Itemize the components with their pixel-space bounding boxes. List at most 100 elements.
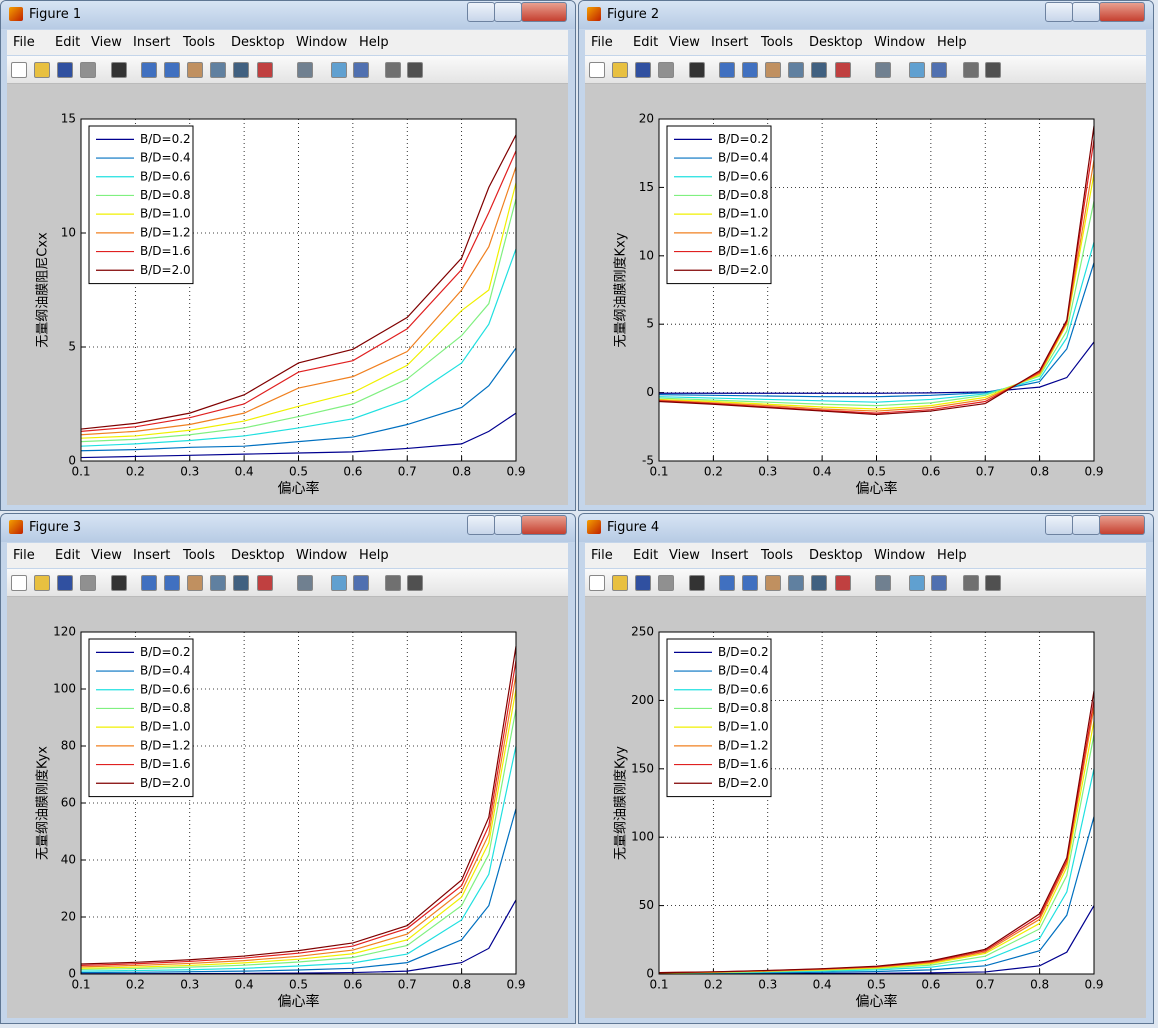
tool-button[interactable] (233, 575, 249, 591)
tool-button[interactable] (765, 575, 781, 591)
menu-item[interactable]: View (91, 35, 122, 50)
menu-item[interactable]: Insert (711, 548, 749, 563)
tool-button[interactable] (689, 62, 705, 78)
tool-button[interactable] (875, 575, 891, 591)
tool-button[interactable] (331, 575, 347, 591)
tool-button[interactable] (875, 62, 891, 78)
menu-item[interactable]: Insert (711, 35, 749, 50)
tool-button[interactable] (963, 575, 979, 591)
maximize-button[interactable] (1072, 515, 1100, 535)
tool-button[interactable] (80, 575, 96, 591)
maximize-button[interactable] (494, 515, 522, 535)
menu-item[interactable]: File (13, 35, 35, 50)
tool-button[interactable] (187, 62, 203, 78)
menu-item[interactable]: Tools (183, 548, 216, 563)
minimize-button[interactable] (1045, 515, 1073, 535)
tool-button[interactable] (658, 62, 674, 78)
menu-item[interactable]: Insert (133, 35, 171, 50)
tool-button[interactable] (635, 575, 651, 591)
menu-item[interactable]: Edit (55, 35, 81, 50)
menu-item[interactable]: Desktop (809, 35, 863, 50)
menu-item[interactable]: Edit (633, 548, 659, 563)
tool-button[interactable] (187, 575, 203, 591)
tool-button[interactable] (742, 62, 758, 78)
maximize-button[interactable] (1072, 2, 1100, 22)
tool-button[interactable] (407, 62, 423, 78)
tool-button[interactable] (985, 575, 1001, 591)
menu-item[interactable]: Window (296, 35, 348, 50)
minimize-button[interactable] (467, 2, 495, 22)
tool-button[interactable] (11, 62, 27, 78)
tool-button[interactable] (963, 62, 979, 78)
close-button[interactable] (1099, 515, 1145, 535)
maximize-button[interactable] (494, 2, 522, 22)
tool-button[interactable] (353, 62, 369, 78)
menu-item[interactable]: View (669, 548, 700, 563)
minimize-button[interactable] (1045, 2, 1073, 22)
tool-button[interactable] (835, 575, 851, 591)
menu-item[interactable]: Window (296, 548, 348, 563)
minimize-button[interactable] (467, 515, 495, 535)
tool-button[interactable] (407, 575, 423, 591)
tool-button[interactable] (164, 575, 180, 591)
tool-button[interactable] (141, 62, 157, 78)
menu-item[interactable]: Desktop (809, 548, 863, 563)
tool-button[interactable] (385, 575, 401, 591)
tool-button[interactable] (57, 62, 73, 78)
menu-item[interactable]: Tools (761, 548, 794, 563)
tool-button[interactable] (931, 575, 947, 591)
tool-button[interactable] (835, 62, 851, 78)
tool-button[interactable] (658, 575, 674, 591)
tool-button[interactable] (353, 575, 369, 591)
tool-button[interactable] (111, 575, 127, 591)
tool-button[interactable] (612, 575, 628, 591)
tool-button[interactable] (164, 62, 180, 78)
menu-item[interactable]: Desktop (231, 548, 285, 563)
tool-button[interactable] (811, 62, 827, 78)
tool-button[interactable] (589, 62, 605, 78)
tool-button[interactable] (11, 575, 27, 591)
menu-item[interactable]: Edit (55, 548, 81, 563)
close-button[interactable] (1099, 2, 1145, 22)
menu-item[interactable]: File (13, 548, 35, 563)
tool-button[interactable] (210, 575, 226, 591)
tool-button[interactable] (257, 62, 273, 78)
tool-button[interactable] (719, 62, 735, 78)
tool-button[interactable] (80, 62, 96, 78)
tool-button[interactable] (788, 575, 804, 591)
tool-button[interactable] (909, 62, 925, 78)
tool-button[interactable] (233, 62, 249, 78)
menu-item[interactable]: Help (359, 35, 389, 50)
menu-item[interactable]: Tools (761, 35, 794, 50)
tool-button[interactable] (811, 575, 827, 591)
tool-button[interactable] (385, 62, 401, 78)
tool-button[interactable] (34, 62, 50, 78)
menu-item[interactable]: Window (874, 35, 926, 50)
menu-item[interactable]: View (669, 35, 700, 50)
tool-button[interactable] (788, 62, 804, 78)
tool-button[interactable] (331, 62, 347, 78)
menu-item[interactable]: Desktop (231, 35, 285, 50)
menu-item[interactable]: View (91, 548, 122, 563)
tool-button[interactable] (297, 575, 313, 591)
tool-button[interactable] (57, 575, 73, 591)
tool-button[interactable] (719, 575, 735, 591)
menu-item[interactable]: Help (937, 548, 967, 563)
close-button[interactable] (521, 2, 567, 22)
tool-button[interactable] (141, 575, 157, 591)
menu-item[interactable]: Edit (633, 35, 659, 50)
tool-button[interactable] (742, 575, 758, 591)
tool-button[interactable] (111, 62, 127, 78)
tool-button[interactable] (34, 575, 50, 591)
menu-item[interactable]: Help (937, 35, 967, 50)
close-button[interactable] (521, 515, 567, 535)
tool-button[interactable] (612, 62, 628, 78)
menu-item[interactable]: Help (359, 548, 389, 563)
tool-button[interactable] (297, 62, 313, 78)
tool-button[interactable] (909, 575, 925, 591)
menu-item[interactable]: Tools (183, 35, 216, 50)
tool-button[interactable] (210, 62, 226, 78)
tool-button[interactable] (689, 575, 705, 591)
tool-button[interactable] (589, 575, 605, 591)
tool-button[interactable] (765, 62, 781, 78)
